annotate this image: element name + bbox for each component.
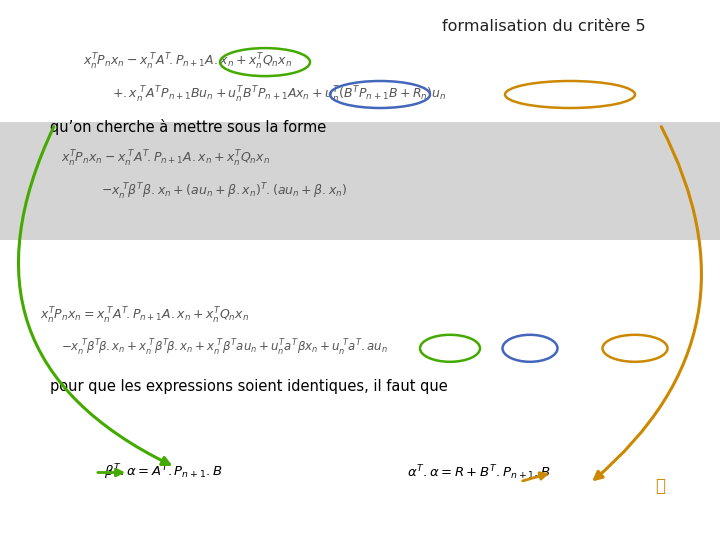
Text: 🔊: 🔊 [655,477,665,495]
Text: $\alpha^T . \alpha = R + B^T . P_{n+1} . B$: $\alpha^T . \alpha = R + B^T . P_{n+1} .… [407,463,551,482]
Text: pour que les expressions soient identiques, il faut que: pour que les expressions soient identiqu… [50,379,448,394]
FancyArrowPatch shape [98,469,122,476]
Text: $x_n^T P_n x_n = x_n^{\ T} A^T \!. P_{n+1} A. x_n + x_n^T Q_n x_n$: $x_n^T P_n x_n = x_n^{\ T} A^T \!. P_{n+… [40,306,248,326]
Text: $x_n^T P_n x_n - x_n^{\ T} A^T \!. P_{n+1} A. x_n + x_n^T Q_n x_n$: $x_n^T P_n x_n - x_n^{\ T} A^T \!. P_{n+… [61,149,270,170]
Text: $- x_n^{\ T} \beta^T \beta . x_n + (au_n + \beta . x_n)^T . (au_n + \beta . x_n): $- x_n^{\ T} \beta^T \beta . x_n + (au_n… [101,181,347,202]
Text: $\beta^T . \alpha = A^T . P_{n+1} . B$: $\beta^T . \alpha = A^T . P_{n+1} . B$ [104,463,223,482]
Text: $+.x_n^{\ T} A^T P_{n+1} B u_n + u_n^T B^T P_{n+1} A x_n + u_n^T (B^T P_{n+1} B : $+.x_n^{\ T} A^T P_{n+1} B u_n + u_n^T B… [112,84,446,105]
Text: $- x_n^{\ T} \beta^T \!\beta . x_n + x_n^{\ T} \beta^T \!\beta . x_n + x_n^{\ T}: $- x_n^{\ T} \beta^T \!\beta . x_n + x_n… [61,338,388,359]
FancyArrowPatch shape [595,127,701,480]
Text: $x_n^T P_n x_n - x_n^{\ T} A^T \!. P_{n+1} A. x_n + x_n^T Q_n x_n$: $x_n^T P_n x_n - x_n^{\ T} A^T \!. P_{n+… [83,52,292,72]
FancyArrowPatch shape [19,127,169,464]
FancyArrowPatch shape [523,472,546,481]
Bar [0,122,720,240]
Text: formalisation du critère 5: formalisation du critère 5 [442,19,645,34]
Text: qu’on cherche à mettre sous la forme: qu’on cherche à mettre sous la forme [50,119,327,135]
